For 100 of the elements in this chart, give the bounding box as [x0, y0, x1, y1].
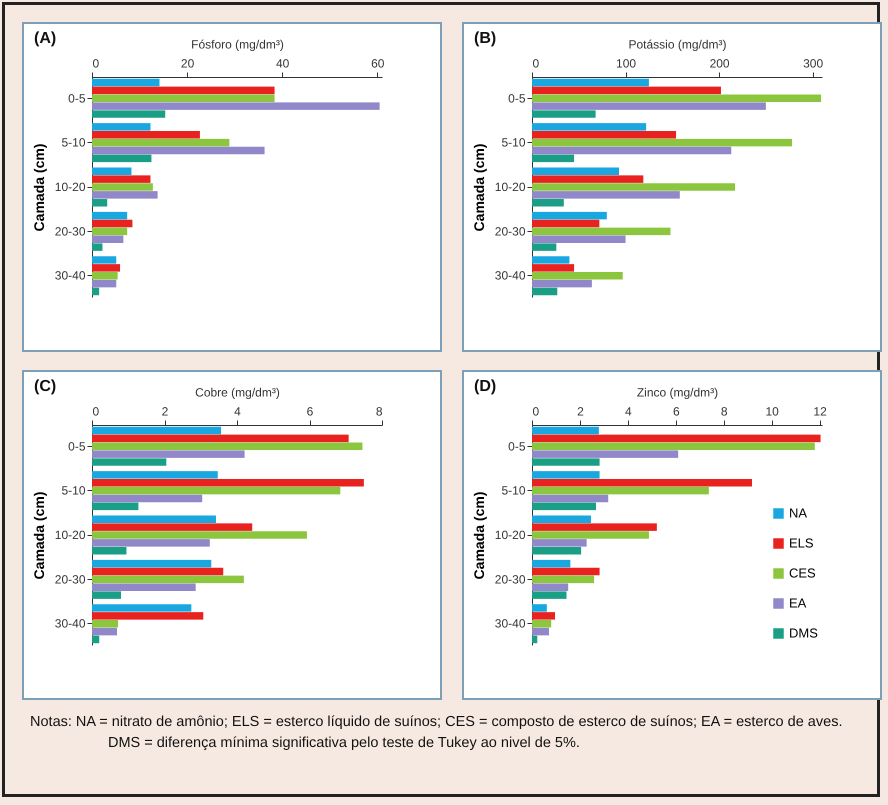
y-axis-title: Camada (cm) — [30, 492, 47, 580]
bar — [92, 620, 118, 628]
y-tick-label: 20-30 — [494, 572, 526, 586]
x-tick-label: 0 — [92, 56, 100, 70]
legend-label: NA — [789, 506, 808, 520]
legend-label: CES — [789, 566, 816, 580]
x-tick-label: 40 — [276, 56, 290, 70]
bar — [92, 547, 126, 555]
bar — [532, 434, 821, 442]
bar — [532, 612, 556, 620]
bar — [532, 523, 657, 531]
bar — [92, 628, 118, 636]
legend-label: DMS — [789, 626, 818, 640]
bar — [92, 576, 244, 584]
bar — [92, 560, 212, 568]
bar — [532, 560, 570, 568]
bar — [532, 576, 594, 584]
y-tick-label: 0-5 — [68, 439, 86, 454]
x-tick-label: 4 — [234, 404, 242, 418]
legend-label: EA — [789, 596, 807, 610]
bar — [532, 515, 591, 523]
bar — [92, 523, 252, 531]
bar — [532, 494, 608, 502]
y-axis-title: Camada (cm) — [30, 144, 47, 232]
bar — [92, 636, 100, 644]
bar — [532, 604, 547, 612]
x-axis-title: Potássio (mg/dm³) — [628, 38, 727, 52]
bar — [532, 568, 600, 576]
bar — [92, 612, 204, 620]
bar — [92, 426, 222, 434]
bar — [92, 458, 166, 466]
x-axis-title: Cobre (mg/dm³) — [195, 386, 280, 400]
y-tick-label: 10-20 — [494, 528, 526, 542]
x-tick-label: 2 — [162, 404, 169, 418]
text: Notas: NA = nitrato de amônio; ELS = esterco líquido de suínos; CES = composto de esterco de suínos; EA = esterco de aves. — [30, 713, 844, 732]
y-tick-label: 30-40 — [54, 616, 86, 631]
bar — [92, 539, 210, 547]
y-tick-label: 20-30 — [54, 224, 86, 238]
bar — [532, 502, 596, 510]
bar — [532, 531, 649, 539]
bar — [92, 531, 307, 539]
x-tick-label: 12 — [813, 404, 828, 418]
x-tick-label: 300 — [803, 56, 824, 70]
bar — [532, 442, 815, 450]
x-tick-label: 4 — [625, 404, 632, 418]
bar — [532, 636, 538, 644]
bar — [92, 591, 121, 599]
bar — [532, 426, 599, 434]
y-tick-label: 30-40 — [494, 268, 526, 283]
x-axis-title: Zinco (mg/dm³) — [636, 386, 718, 400]
y-tick-label: 20-30 — [494, 224, 526, 238]
x-tick-label: 2 — [577, 404, 584, 418]
bar — [532, 591, 567, 599]
x-tick-label: 6 — [306, 404, 314, 418]
y-tick-label: 20-30 — [54, 572, 86, 586]
bar — [92, 515, 216, 523]
bar — [532, 450, 678, 458]
text: DMS = diferença mínima significativa pelo teste de Tukey ao nivel de 5%. — [107, 734, 581, 754]
bar — [92, 583, 196, 591]
bar — [92, 471, 218, 479]
bar — [532, 458, 600, 466]
bar — [92, 494, 202, 502]
x-tick-label: 0 — [92, 404, 100, 418]
y-tick-label: 5-10 — [501, 136, 526, 150]
bar — [92, 486, 340, 494]
x-tick-label: 20 — [180, 56, 195, 70]
y-axis-title: Camada (cm) — [470, 144, 487, 232]
y-tick-label: 5-10 — [61, 484, 86, 498]
y-tick-label: 0-5 — [508, 91, 526, 106]
x-tick-label: 6 — [672, 404, 680, 418]
x-tick-label: 0 — [532, 56, 540, 70]
y-tick-label: 0-5 — [68, 91, 86, 106]
bar — [92, 604, 192, 612]
bar — [532, 486, 709, 494]
y-tick-label: 30-40 — [494, 616, 526, 631]
chart-title: (B) — [474, 30, 496, 47]
bar — [92, 502, 138, 510]
y-axis-title: Camada (cm) — [470, 492, 487, 580]
bar — [92, 479, 364, 487]
x-tick-label: 0 — [532, 404, 540, 418]
bar — [532, 547, 582, 555]
x-tick-label: 100 — [616, 56, 636, 70]
bar — [532, 628, 550, 636]
x-tick-label: 8 — [720, 404, 728, 418]
bar — [92, 568, 224, 576]
bar — [532, 620, 552, 628]
x-tick-label: 60 — [371, 56, 385, 70]
bar — [532, 471, 600, 479]
y-tick-label: 30-40 — [54, 268, 86, 283]
x-tick-label: 10 — [765, 404, 780, 418]
y-tick-label: 10-20 — [494, 180, 526, 194]
x-tick-label: 8 — [376, 404, 383, 418]
chart-title: (D) — [474, 378, 496, 395]
bar — [92, 434, 349, 442]
y-tick-label: 10-20 — [54, 180, 86, 194]
bar — [532, 583, 568, 591]
y-tick-label: 5-10 — [61, 136, 86, 150]
y-tick-label: 0-5 — [508, 439, 526, 454]
legend-label: ELS — [789, 536, 814, 550]
y-tick-label: 10-20 — [54, 528, 86, 542]
